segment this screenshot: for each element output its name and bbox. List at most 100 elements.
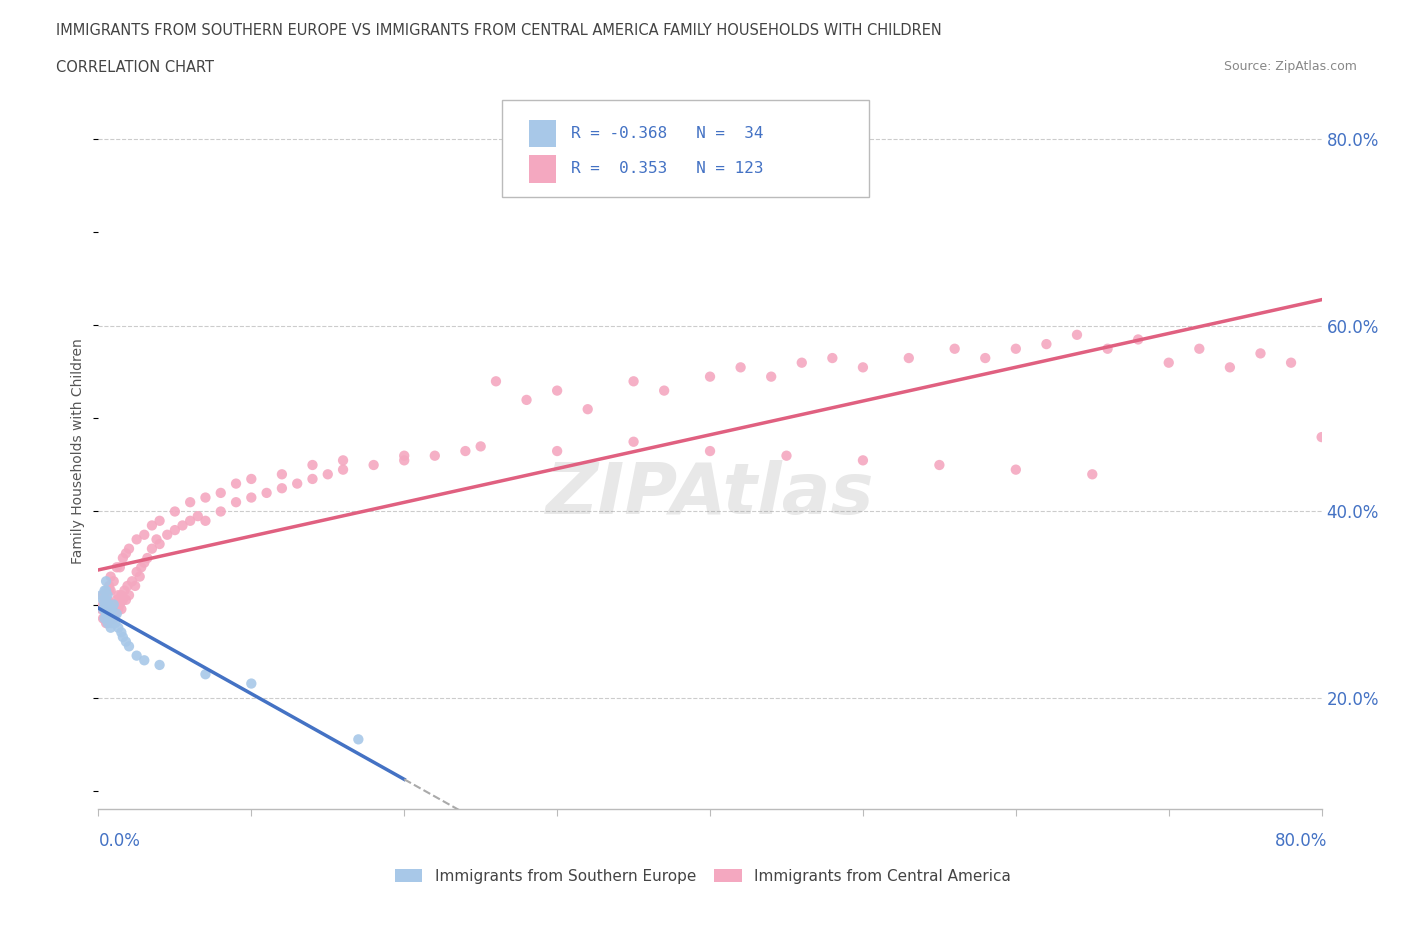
Point bbox=[93, 611, 115, 626]
Point bbox=[134, 555, 156, 570]
Point bbox=[187, 509, 209, 524]
Point bbox=[107, 588, 129, 603]
Point bbox=[108, 597, 131, 612]
Point bbox=[94, 574, 117, 589]
Point bbox=[101, 611, 124, 626]
Point bbox=[94, 592, 117, 607]
Point bbox=[179, 495, 201, 510]
Point bbox=[105, 602, 128, 617]
Point bbox=[100, 597, 122, 612]
Point bbox=[209, 485, 232, 500]
Point bbox=[546, 444, 568, 458]
Point bbox=[852, 360, 875, 375]
Point bbox=[124, 578, 146, 593]
Point bbox=[105, 592, 128, 607]
Point bbox=[117, 578, 139, 593]
Point bbox=[105, 606, 128, 621]
Point bbox=[301, 472, 323, 486]
Point bbox=[194, 667, 217, 682]
Point bbox=[100, 620, 122, 635]
Point bbox=[98, 583, 121, 598]
Point bbox=[91, 602, 114, 617]
FancyBboxPatch shape bbox=[502, 100, 869, 197]
Point bbox=[1219, 360, 1241, 375]
Point bbox=[423, 448, 446, 463]
Point bbox=[546, 383, 568, 398]
Point bbox=[623, 434, 645, 449]
Point bbox=[194, 490, 217, 505]
Point bbox=[974, 351, 997, 365]
Point bbox=[225, 476, 247, 491]
Point bbox=[1128, 332, 1150, 347]
Point bbox=[97, 602, 120, 617]
Point bbox=[98, 597, 121, 612]
Point bbox=[1035, 337, 1057, 352]
Point bbox=[1004, 341, 1026, 356]
Point bbox=[943, 341, 966, 356]
Point bbox=[103, 611, 125, 626]
Point bbox=[115, 634, 138, 649]
Point bbox=[101, 602, 124, 617]
Point bbox=[91, 588, 114, 603]
Point bbox=[90, 602, 112, 617]
Point bbox=[118, 588, 141, 603]
Point bbox=[179, 513, 201, 528]
Point bbox=[1310, 430, 1333, 445]
Point bbox=[98, 597, 121, 612]
Text: 0.0%: 0.0% bbox=[98, 832, 141, 850]
Point bbox=[163, 523, 186, 538]
Point bbox=[1066, 327, 1088, 342]
Point bbox=[103, 574, 125, 589]
Point bbox=[97, 592, 120, 607]
Point bbox=[270, 467, 292, 482]
Point bbox=[759, 369, 782, 384]
Point bbox=[118, 541, 141, 556]
Point bbox=[699, 369, 721, 384]
Point bbox=[110, 602, 132, 617]
Text: Source: ZipAtlas.com: Source: ZipAtlas.com bbox=[1223, 60, 1357, 73]
Point bbox=[98, 611, 121, 626]
Point bbox=[1097, 341, 1119, 356]
Point bbox=[101, 602, 124, 617]
Point bbox=[347, 732, 370, 747]
Text: IMMIGRANTS FROM SOUTHERN EUROPE VS IMMIGRANTS FROM CENTRAL AMERICA FAMILY HOUSEH: IMMIGRANTS FROM SOUTHERN EUROPE VS IMMIG… bbox=[56, 23, 942, 38]
Point bbox=[256, 485, 278, 500]
Point bbox=[270, 481, 292, 496]
Point bbox=[392, 453, 416, 468]
Point bbox=[97, 588, 120, 603]
Point bbox=[121, 574, 143, 589]
Point bbox=[1157, 355, 1180, 370]
Point bbox=[316, 467, 339, 482]
Legend: Immigrants from Southern Europe, Immigrants from Central America: Immigrants from Southern Europe, Immigra… bbox=[389, 862, 1017, 890]
Point bbox=[108, 560, 131, 575]
Point bbox=[149, 658, 172, 672]
Point bbox=[136, 551, 159, 565]
Point bbox=[94, 616, 117, 631]
Point bbox=[301, 458, 323, 472]
Point bbox=[129, 560, 152, 575]
Point bbox=[852, 453, 875, 468]
Text: 80.0%: 80.0% bbox=[1275, 832, 1327, 850]
Point bbox=[103, 597, 125, 612]
Point bbox=[285, 476, 308, 491]
Point bbox=[125, 565, 148, 579]
Point bbox=[104, 606, 127, 621]
Point bbox=[1279, 355, 1302, 370]
Point bbox=[1004, 462, 1026, 477]
Point bbox=[209, 504, 232, 519]
Bar bbox=[529, 155, 555, 182]
Point bbox=[454, 444, 477, 458]
Text: R = -0.368   N =  34: R = -0.368 N = 34 bbox=[571, 126, 763, 141]
Point bbox=[134, 653, 156, 668]
Point bbox=[134, 527, 156, 542]
Point bbox=[110, 625, 132, 640]
Point bbox=[699, 444, 721, 458]
Point bbox=[94, 592, 117, 607]
Point bbox=[93, 611, 115, 626]
Point bbox=[93, 597, 115, 612]
Point bbox=[194, 513, 217, 528]
Point bbox=[90, 588, 112, 603]
Point bbox=[112, 583, 135, 598]
Point bbox=[107, 602, 129, 617]
Point bbox=[1188, 341, 1211, 356]
